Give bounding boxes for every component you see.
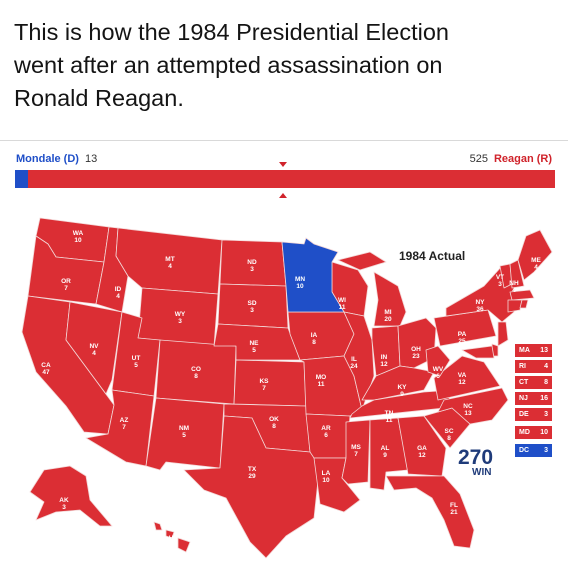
state-hi — [153, 521, 191, 553]
state-label-id: ID 4 — [114, 286, 122, 300]
state-label-me: ME 4 — [531, 257, 541, 271]
state-label-wi: WI 11 — [338, 297, 346, 311]
state-fl — [385, 475, 475, 549]
state-label-ca: CA 47 — [41, 362, 51, 376]
state-label-nv: NV 4 — [89, 343, 99, 357]
state-label-tx: TX 29 — [247, 466, 257, 480]
post-caption: This is how the 1984 Presidential Electi… — [14, 16, 554, 115]
electoral-tally-labels: Mondale (D) 13 525 Reagan (R) — [14, 153, 554, 169]
state-label-va: VA 12 — [457, 372, 467, 386]
270towin-logo: 270 WIN — [458, 447, 510, 483]
state-label-ms: MS 7 — [351, 444, 361, 458]
state-wv — [425, 345, 451, 377]
small-state-de: DE 3 — [515, 408, 552, 421]
state-label-in: IN 12 — [380, 354, 388, 368]
state-ga — [397, 415, 447, 477]
state-label-pa: PA 25 — [457, 331, 467, 345]
state-mn — [281, 237, 345, 313]
state-ak — [29, 465, 113, 527]
state-nh — [509, 259, 525, 289]
state-label-hi: HI 4 — [168, 535, 176, 549]
state-label-nm: NM 5 — [178, 425, 190, 439]
state-label-sd: SD 3 — [247, 300, 257, 314]
state-label-ne: NE 5 — [249, 340, 259, 354]
caption-line-2: went after an attempted assassination on — [14, 52, 443, 78]
state-va — [433, 355, 501, 401]
state-label-wy: WY 3 — [174, 311, 186, 325]
state-label-az: AZ 7 — [119, 417, 129, 431]
state-label-ia: IA 8 — [310, 332, 318, 346]
state-label-ok: OK 8 — [269, 416, 279, 430]
state-me — [517, 229, 553, 281]
state-label-mi: MI 20 — [384, 309, 392, 323]
midpoint-marker-bottom — [279, 193, 287, 198]
state-label-ky: KY 9 — [397, 384, 407, 398]
map-title: 1984 Actual — [399, 249, 466, 263]
state-label-mt: MT 4 — [165, 256, 175, 270]
state-nc — [437, 387, 509, 425]
state-ri — [519, 299, 529, 309]
state-label-co: CO 8 — [191, 366, 201, 380]
state-label-wv: WV 6 — [432, 366, 444, 380]
state-label-mn: MN 10 — [294, 276, 306, 290]
caption-line-3: Ronald Reagan. — [14, 85, 184, 111]
electoral-vote-bar — [15, 170, 555, 188]
state-label-la: LA 10 — [321, 470, 331, 484]
state-label-il: IL 24 — [350, 356, 358, 370]
state-label-tn: TN 11 — [384, 410, 394, 424]
state-label-ks: KS 7 — [259, 378, 269, 392]
small-state-dc: DC 3 — [515, 444, 552, 457]
state-nv — [65, 301, 123, 395]
state-label-ut: UT 5 — [131, 355, 141, 369]
midpoint-marker-top — [279, 162, 287, 167]
democrat-tally: Mondale (D) 13 — [16, 153, 103, 165]
democrat-vote-share-fill — [15, 170, 29, 188]
small-state-ct: CT 8 — [515, 376, 552, 389]
state-label-al: AL 9 — [380, 445, 390, 459]
small-state-ma: MA 13 — [515, 344, 552, 357]
state-label-nc: NC 13 — [463, 403, 473, 417]
state-label-wa: WA 10 — [72, 230, 84, 244]
republican-tally: 525 Reagan (R) — [464, 153, 552, 165]
small-state-ri: RI 4 — [515, 360, 552, 373]
state-tx — [183, 415, 321, 559]
republican-candidate-label: Reagan (R) — [493, 153, 552, 165]
logo-number: 270 — [458, 446, 494, 469]
republican-electoral-votes: 525 — [469, 153, 488, 165]
state-label-mo: MO 11 — [315, 374, 327, 388]
electoral-map: 1984 Actual WA 10 OR 7 CA 47 ID 4 NV 4 MT 4 WY… — [14, 200, 554, 568]
state-label-or: OR 7 — [61, 278, 71, 292]
state-label-ar: AR 6 — [321, 425, 331, 439]
state-label-sc: SC 8 — [444, 428, 454, 442]
state-label-ga: GA 12 — [417, 445, 427, 459]
caption-line-1: This is how the 1984 Presidential Electi… — [14, 19, 449, 45]
state-nj — [497, 321, 509, 347]
democrat-electoral-votes: 13 — [84, 153, 98, 165]
state-ma — [509, 289, 535, 301]
caption-divider — [0, 140, 568, 141]
state-md — [461, 345, 495, 359]
state-label-ak: AK 3 — [59, 497, 69, 511]
state-label-oh: OH 23 — [411, 346, 421, 360]
state-label-vt: VT 3 — [495, 274, 505, 288]
state-label-nh: NH 4 — [509, 280, 519, 294]
state-label-nd: ND 3 — [247, 259, 257, 273]
state-az — [85, 389, 155, 467]
state-label-fl: FL 21 — [450, 502, 458, 516]
small-state-nj: NJ 16 — [515, 392, 552, 405]
small-state-md: MD 10 — [515, 426, 552, 439]
us-map-svg — [21, 217, 553, 559]
state-ny — [445, 265, 515, 323]
state-label-ny: NY 36 — [475, 299, 485, 313]
state-ct — [507, 299, 523, 313]
democrat-candidate-label: Mondale (D) — [16, 153, 79, 165]
logo-word: WIN — [472, 467, 492, 478]
